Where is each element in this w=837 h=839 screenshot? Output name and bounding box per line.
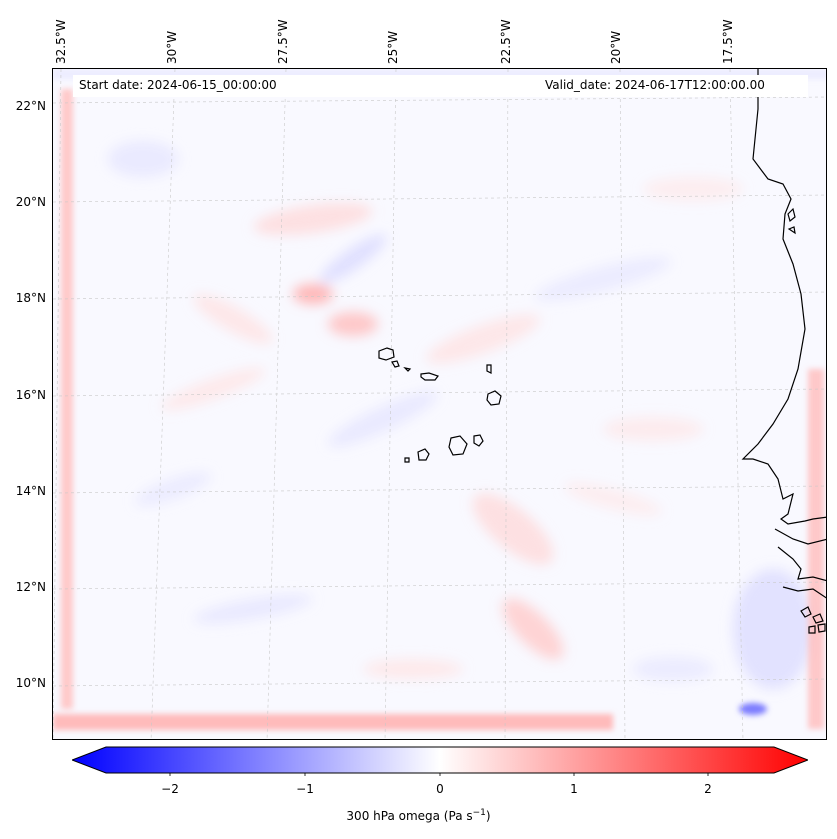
boundary-band-west (61, 89, 73, 709)
lon-label-17-5w: 17.5°W (721, 19, 735, 64)
lat-label-22n: 22°N (15, 99, 46, 113)
colorbar-label-exponent: −1 (472, 808, 486, 818)
omega-field-map (53, 69, 826, 739)
colorbar-bar (72, 746, 808, 774)
coastline-bissau-south (782, 586, 826, 599)
field-patch (643, 177, 743, 201)
gridline-lon (619, 69, 626, 739)
lon-label-20w: 20°W (609, 30, 623, 64)
island-maio (473, 434, 484, 447)
cb-tick-1: 1 (570, 782, 578, 796)
island-sal (486, 364, 492, 374)
field-patch (108, 141, 178, 177)
coast-islet (787, 226, 796, 235)
boundary-band-north (53, 69, 826, 79)
lat-label-10n: 10°N (15, 676, 46, 690)
cb-tick-2: 2 (704, 782, 712, 796)
island-santiago (448, 435, 468, 456)
bijagos-island (812, 613, 824, 624)
field-patch (472, 493, 554, 565)
gridline-lon (384, 69, 397, 739)
field-patch (135, 472, 211, 506)
boundary-band-south (53, 714, 613, 730)
gridline-lon (53, 69, 62, 739)
island-brava (404, 457, 410, 463)
island-sao-nicolau (420, 372, 439, 381)
field-patch (319, 234, 387, 284)
field-patch (193, 294, 273, 344)
gridline-lon (729, 69, 744, 739)
cb-tick-neg1: −1 (296, 782, 314, 796)
island-fogo (417, 448, 430, 461)
field-patch (328, 312, 378, 336)
colorbar-label-prefix: 300 hPa omega (Pa s (346, 809, 473, 823)
field-patch (502, 598, 564, 660)
field-patch (328, 391, 438, 447)
coastline-casamance (774, 528, 826, 545)
omega-field-patches (108, 141, 813, 689)
coastline-guinea-bissau (777, 546, 826, 582)
colorbar-label-suffix: ) (485, 809, 491, 823)
colorbar-label: 300 hPa omega (Pa s−1) (0, 808, 837, 823)
lat-label-18n: 18°N (15, 291, 46, 305)
field-patch (426, 314, 540, 364)
strong-ascent-spot (739, 703, 767, 715)
gridline-lon (150, 69, 176, 739)
lat-label-14n: 14°N (15, 484, 46, 498)
graticule (53, 69, 826, 739)
start-date-label: Start date: 2024-06-15_00:00:00 (79, 78, 277, 92)
west-africa-coastline (741, 69, 826, 634)
gridline-lon (266, 69, 287, 739)
lon-label-30w: 30°W (165, 30, 179, 64)
field-patch (363, 659, 463, 679)
field-patch (633, 657, 713, 681)
cb-tick-0: 0 (436, 782, 444, 796)
island-sao-vicente (391, 360, 400, 368)
colorbar-tick-marks (169, 773, 709, 776)
field-patch (564, 482, 662, 516)
cb-tick-neg2: −2 (161, 782, 179, 796)
valid-date-label: Valid_date: 2024-06-17T12:00:00.00 (545, 78, 765, 92)
bijagos-island (800, 606, 812, 618)
coastline-senegal-gambia (741, 69, 826, 525)
lat-label-20n: 20°N (15, 195, 46, 209)
lon-label-27-5w: 27.5°W (276, 19, 290, 64)
island-santo-antao (378, 347, 395, 361)
lat-label-12n: 12°N (15, 580, 46, 594)
coast-islet (787, 207, 796, 223)
island-boa-vista (486, 390, 502, 406)
field-patch (161, 367, 265, 411)
bijagos-island (817, 623, 826, 633)
field-patch (535, 257, 671, 301)
field-patch (733, 569, 813, 689)
lon-label-22-5w: 22.5°W (499, 19, 513, 64)
field-patch (293, 284, 333, 304)
map-panel[interactable] (52, 68, 827, 740)
lat-label-16n: 16°N (15, 388, 46, 402)
gridline-lon (504, 69, 509, 739)
island-santa-luzia (403, 367, 412, 372)
lon-label-32-5w: 32.5°W (54, 19, 68, 64)
cape-verde-islands (378, 347, 502, 463)
field-patch (253, 202, 373, 236)
header-band (73, 75, 808, 97)
field-patch (603, 417, 703, 441)
colorbar (72, 746, 808, 776)
boundary-band-east (808, 369, 824, 729)
lon-label-25w: 25°W (386, 30, 400, 64)
bijagos-island (808, 625, 816, 634)
boundary-bands (53, 69, 826, 730)
field-patch (193, 594, 313, 624)
